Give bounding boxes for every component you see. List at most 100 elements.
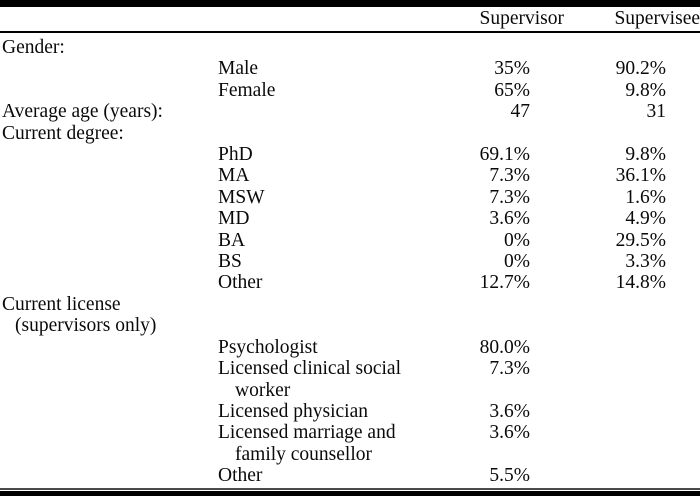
supervisor-value-cell: 47	[510, 101, 531, 123]
table-row: Male 35% 90.2%	[0, 58, 700, 79]
table-row: Other 5.5%	[0, 465, 700, 486]
supervisee-value-cell: 14.8%	[615, 272, 666, 294]
table-row: MA 7.3% 36.1%	[0, 165, 700, 186]
supervisee-value-cell	[564, 358, 700, 401]
supervisor-value-cell	[440, 37, 564, 58]
item-label-cell: Licensed clinical social worker	[218, 358, 440, 401]
supervisee-value-cell: 36.1%	[615, 165, 666, 187]
supervisor-value-cell: 7.3%	[489, 186, 530, 208]
group-label-cell	[0, 401, 218, 422]
supervisee-value-cell	[564, 337, 700, 358]
supervisor-value-cell: 35%	[494, 58, 530, 80]
supervisee-value-cell	[564, 401, 700, 422]
item-label-cell: MA	[218, 165, 250, 187]
table-row: BS 0% 3.3%	[0, 251, 700, 272]
table-row: Current degree:	[0, 123, 700, 144]
table-row: Other 12.7% 14.8%	[0, 272, 700, 293]
table-row: MSW 7.3% 1.6%	[0, 187, 700, 208]
item-label-line1: Licensed marriage and	[218, 422, 396, 444]
item-label-cell: MD	[218, 208, 250, 230]
table-row: MD 3.6% 4.9%	[0, 208, 700, 229]
item-label-cell: Licensed physician	[218, 400, 368, 422]
supervisee-value-cell	[564, 294, 700, 337]
item-label-cell: Licensed marriage and family counsellor	[218, 422, 440, 465]
group-label-cell	[0, 422, 218, 465]
supervisor-value-cell: 3.6%	[489, 422, 530, 444]
item-label-line2: worker	[235, 379, 291, 401]
item-label-cell: PhD	[218, 144, 253, 166]
supervisee-value-cell: 29.5%	[615, 229, 666, 251]
group-label-cell: Current degree:	[2, 122, 124, 144]
item-label-cell	[218, 37, 440, 58]
supervisee-value-cell	[564, 123, 700, 144]
supervisee-value-cell: 1.6%	[625, 186, 666, 208]
bottom-thin-rule	[0, 488, 700, 490]
supervisor-value-cell: 80.0%	[479, 336, 530, 358]
supervisee-value-cell	[564, 37, 700, 58]
item-label-cell: Other	[218, 465, 263, 487]
supervisor-value-cell: 0%	[504, 229, 530, 251]
group-label-cell	[0, 272, 218, 293]
demographics-table: Supervisor Supervisee Gender: Male 35% 9…	[0, 7, 700, 487]
supervisor-value-cell: 0%	[504, 251, 530, 273]
group-label-line2: (supervisors only)	[15, 315, 157, 337]
header-spacer	[0, 7, 218, 31]
group-label-cell	[0, 187, 218, 208]
item-label-cell	[218, 294, 440, 337]
table-header-row: Supervisor Supervisee	[0, 7, 700, 33]
group-label-cell	[0, 58, 218, 79]
supervisor-value-cell: 3.6%	[489, 208, 530, 230]
item-label-line2: family counsellor	[235, 443, 373, 465]
item-label-cell: Other	[218, 272, 263, 294]
item-label-cell: MSW	[218, 186, 265, 208]
group-label-cell: Current license (supervisors only)	[0, 294, 218, 337]
supervisor-value-cell	[440, 294, 564, 337]
column-header-supervisee: Supervisee	[614, 8, 700, 29]
group-label-cell	[0, 465, 218, 486]
table-row: Psychologist 80.0%	[0, 337, 700, 358]
item-label-cell: Psychologist	[218, 336, 318, 358]
group-label-cell	[0, 208, 218, 229]
supervisor-value-cell: 3.6%	[489, 400, 530, 422]
supervisor-value-cell: 65%	[494, 79, 530, 101]
group-label-cell	[0, 80, 218, 101]
bottom-thick-rule	[0, 491, 700, 496]
supervisor-value-cell: 12.7%	[479, 272, 530, 294]
group-label-cell: Gender:	[2, 37, 65, 58]
table-row: Licensed marriage and family counsellor …	[0, 422, 700, 465]
supervisee-value-cell	[564, 465, 700, 486]
supervisor-value-cell: 7.3%	[489, 165, 530, 187]
supervisor-value-cell: 5.5%	[489, 465, 530, 487]
table-body: Gender: Male 35% 90.2% Female 65% 9.8% A…	[0, 33, 700, 487]
supervisee-value-cell: 90.2%	[615, 58, 666, 80]
table-top-rule	[0, 0, 700, 7]
table-row: PhD 69.1% 9.8%	[0, 144, 700, 165]
table-bottom-double-rule	[0, 488, 700, 496]
table-row: Gender:	[0, 37, 700, 58]
table-row: Current license (supervisors only)	[0, 294, 700, 337]
group-label-line1: Current license	[2, 293, 121, 315]
group-label-cell	[0, 165, 218, 186]
table-row: Average age (years): 47 31	[0, 101, 700, 122]
item-label-line1: Licensed clinical social	[218, 358, 402, 380]
supervisor-value-cell	[440, 123, 564, 144]
table-row: Licensed clinical social worker 7.3%	[0, 358, 700, 401]
item-label-cell: Male	[218, 58, 259, 80]
group-label-cell: Average age (years):	[2, 101, 163, 123]
supervisee-value-cell: 9.8%	[625, 79, 666, 101]
group-label-cell	[0, 251, 218, 272]
item-label-cell: BA	[218, 229, 246, 251]
supervisor-value-cell: 7.3%	[489, 358, 530, 380]
item-label-cell	[218, 101, 440, 122]
item-label-cell	[218, 123, 440, 144]
supervisor-value-cell: 69.1%	[479, 144, 530, 166]
table-row: BA 0% 29.5%	[0, 230, 700, 251]
supervisee-value-cell: 9.8%	[625, 144, 666, 166]
group-label-cell	[0, 337, 218, 358]
item-label-cell: Female	[218, 79, 276, 101]
supervisee-value-cell: 4.9%	[625, 208, 666, 230]
supervisee-value-cell: 31	[646, 101, 667, 123]
supervisee-value-cell: 3.3%	[625, 251, 666, 273]
table-row: Licensed physician 3.6%	[0, 401, 700, 422]
